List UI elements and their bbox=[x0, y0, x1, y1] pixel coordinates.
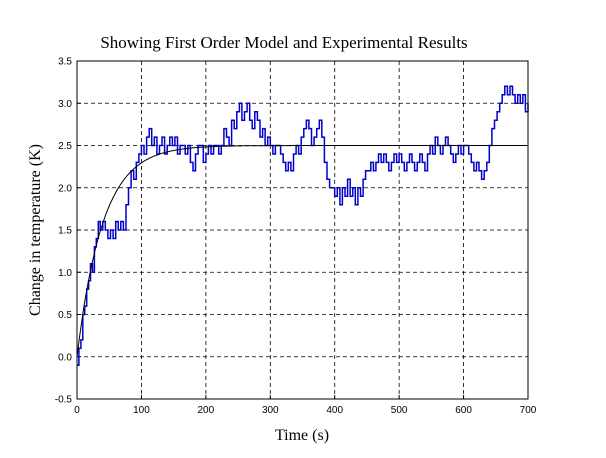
y-tick-label: 0.5 bbox=[58, 310, 72, 321]
y-tick-label: -0.5 bbox=[55, 395, 73, 406]
grid bbox=[76, 60, 529, 400]
y-tick-label: 2.5 bbox=[58, 141, 72, 152]
y-axis-label: Change in temperature (K) bbox=[27, 144, 44, 316]
y-tick-label: 3.0 bbox=[58, 99, 72, 110]
x-tick-label: 0 bbox=[74, 405, 80, 416]
x-tick-label: 500 bbox=[391, 405, 408, 416]
y-tick-label: 0.0 bbox=[58, 352, 72, 363]
y-tick-label: 1.5 bbox=[58, 226, 72, 237]
y-tick-label: 2.0 bbox=[58, 183, 72, 194]
x-tick-label: 700 bbox=[520, 405, 537, 416]
x-axis-label: Time (s) bbox=[275, 427, 329, 444]
series-experimental bbox=[77, 85, 529, 366]
chart-title: Showing First Order Model and Experiment… bbox=[100, 33, 467, 52]
tick-labels: 0 100 200 300 400 500 600 700 -0.5 0.0 0.5 1.0 1.5 2.… bbox=[55, 57, 537, 417]
x-tick-label: 200 bbox=[198, 405, 215, 416]
y-tick-label: 1.0 bbox=[58, 268, 72, 279]
y-tick-label: 3.5 bbox=[58, 57, 72, 68]
x-tick-label: 300 bbox=[262, 405, 279, 416]
series-first-order-model bbox=[76, 145, 528, 357]
series-layer bbox=[76, 85, 529, 366]
x-tick-label: 400 bbox=[326, 405, 343, 416]
x-tick-label: 100 bbox=[133, 405, 150, 416]
plot-frame bbox=[76, 60, 529, 400]
x-tick-label: 600 bbox=[455, 405, 472, 416]
